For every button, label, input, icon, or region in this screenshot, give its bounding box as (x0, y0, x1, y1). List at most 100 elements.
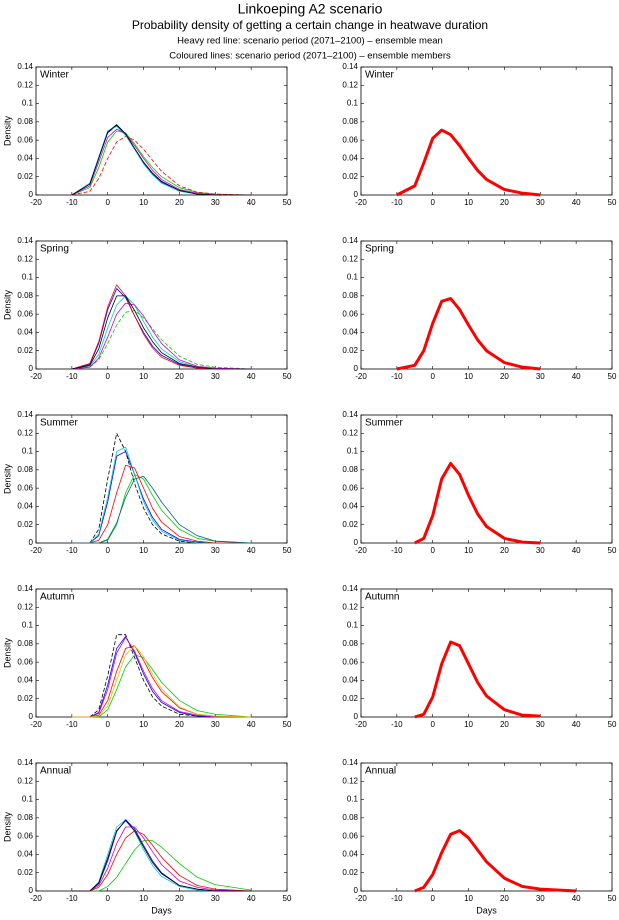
panel-label: Annual (365, 766, 396, 777)
y-tick-label: 0.08 (17, 291, 33, 300)
density-line (71, 451, 252, 544)
y-tick-label: 0.02 (342, 346, 358, 355)
y-tick-label: 0 (354, 364, 359, 373)
y-tick-label: 0.08 (342, 639, 358, 648)
y-tick-label: 0.04 (17, 502, 33, 511)
x-tick-label: -20 (355, 198, 367, 207)
x-tick-label: 20 (175, 894, 184, 903)
y-tick-label: 0.08 (342, 291, 358, 300)
y-tick-label: 0 (354, 712, 359, 721)
x-tick-label: 20 (175, 720, 184, 729)
x-tick-label: -20 (30, 546, 42, 555)
y-tick-label: 0.08 (342, 117, 358, 126)
y-tick-label: 0.12 (342, 776, 358, 785)
y-tick-label: 0 (354, 538, 359, 547)
y-tick-label: 0.06 (342, 309, 358, 318)
density-line (71, 637, 252, 718)
density-line (396, 128, 541, 197)
y-tick-label: 0.08 (342, 813, 358, 822)
y-axis-label: Density (2, 811, 12, 842)
x-tick-label: 40 (572, 372, 581, 381)
x-tick-label: 40 (572, 894, 581, 903)
x-tick-label: -20 (30, 198, 42, 207)
x-tick-label: 0 (105, 894, 110, 903)
y-tick-label: 0.06 (17, 831, 33, 840)
y-tick-label: 0 (29, 190, 34, 199)
x-tick-label: 30 (536, 198, 545, 207)
y-tick-label: 0.08 (342, 465, 358, 474)
panel-label: Summer (40, 418, 78, 429)
y-tick-label: 0.14 (342, 62, 358, 71)
panel-label: Autumn (365, 592, 399, 603)
x-tick-label: -20 (355, 546, 367, 555)
x-tick-label: 30 (536, 894, 545, 903)
x-tick-label: -10 (66, 720, 78, 729)
density-line (71, 654, 252, 718)
y-tick-label: 0.12 (342, 602, 358, 611)
density-line (71, 475, 252, 544)
panel-label: Summer (365, 418, 403, 429)
x-tick-label: 50 (608, 198, 617, 207)
x-tick-label: 0 (430, 720, 435, 729)
y-tick-label: 0.14 (342, 236, 358, 245)
density-line (71, 645, 252, 718)
x-tick-label: 50 (283, 720, 292, 729)
x-tick-label: 30 (536, 546, 545, 555)
y-tick-label: 0.08 (17, 813, 33, 822)
x-tick-label: 40 (247, 546, 256, 555)
x-tick-label: 10 (139, 546, 148, 555)
y-tick-label: 0 (29, 538, 34, 547)
x-tick-label: 20 (500, 546, 509, 555)
y-tick-label: 0.14 (17, 410, 33, 419)
x-tick-label: 40 (247, 198, 256, 207)
x-tick-label: 30 (211, 198, 220, 207)
y-tick-label: 0.04 (342, 850, 358, 859)
x-tick-label: -10 (66, 546, 78, 555)
x-tick-label: 10 (464, 720, 473, 729)
y-axis-label: Density (2, 463, 12, 494)
panel-label: Spring (40, 244, 69, 255)
y-tick-label: 0.08 (17, 639, 33, 648)
x-tick-label: 10 (464, 198, 473, 207)
y-tick-label: 0 (354, 886, 359, 895)
y-tick-label: 0.08 (17, 465, 33, 474)
x-tick-label: -10 (66, 894, 78, 903)
x-tick-label: 10 (139, 372, 148, 381)
x-tick-label: 50 (283, 198, 292, 207)
y-tick-label: 0.12 (17, 776, 33, 785)
x-tick-label: 30 (536, 372, 545, 381)
y-tick-label: 0 (29, 364, 34, 373)
y-tick-label: 0.12 (342, 254, 358, 263)
density-line (71, 136, 252, 196)
y-tick-label: 0.04 (342, 676, 358, 685)
density-line (71, 826, 252, 892)
x-tick-label: -10 (391, 372, 403, 381)
density-line (71, 464, 252, 544)
axes-frame (360, 414, 613, 544)
y-tick-label: 0.02 (17, 868, 33, 877)
y-tick-label: 0.14 (342, 584, 358, 593)
y-tick-label: 0.14 (17, 62, 33, 71)
y-tick-label: 0.14 (17, 236, 33, 245)
y-tick-label: 0.12 (17, 428, 33, 437)
x-tick-label: 40 (247, 372, 256, 381)
x-tick-label: 30 (211, 720, 220, 729)
density-line (396, 297, 541, 371)
y-tick-label: 0.02 (17, 172, 33, 181)
axes-frame (35, 414, 288, 544)
x-tick-label: 40 (572, 198, 581, 207)
x-tick-label: 10 (464, 894, 473, 903)
y-tick-label: 0.06 (342, 483, 358, 492)
y-tick-label: 0.12 (342, 80, 358, 89)
axes-frame (360, 762, 613, 892)
panel-label: Winter (40, 70, 70, 81)
y-tick-label: 0.02 (17, 520, 33, 529)
density-line (71, 819, 252, 892)
axes-frame (35, 588, 288, 718)
y-axis-label: Density (2, 115, 12, 146)
x-tick-label: 10 (464, 372, 473, 381)
y-tick-label: 0.02 (342, 172, 358, 181)
x-tick-label: -10 (391, 198, 403, 207)
x-tick-label: 50 (283, 372, 292, 381)
y-tick-label: 0.1 (347, 795, 359, 804)
